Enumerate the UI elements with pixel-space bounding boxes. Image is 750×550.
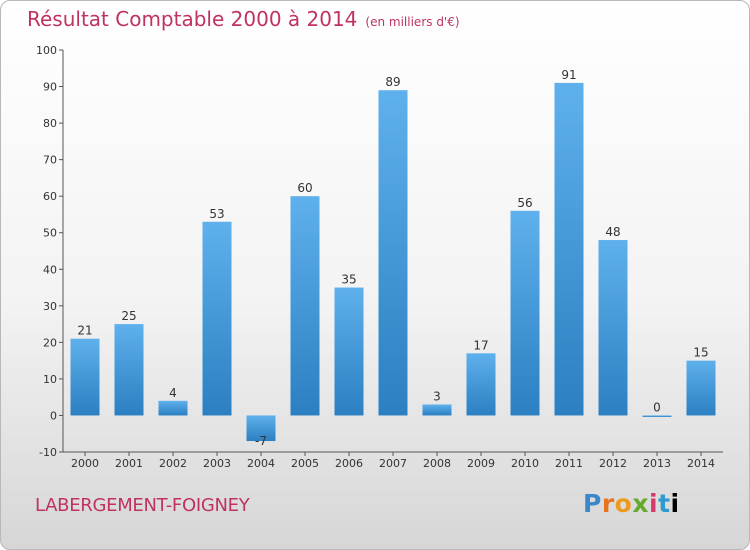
bar xyxy=(422,404,452,416)
y-tick-label: 50 xyxy=(43,227,57,240)
logo-letter: t xyxy=(658,489,671,518)
chart-title: Résultat Comptable 2000 à 2014 (en millie… xyxy=(27,7,460,31)
x-tick-label: 2013 xyxy=(643,457,671,470)
x-tick-label: 2011 xyxy=(555,457,583,470)
chart-unit-label: (en milliers d'€) xyxy=(365,15,460,29)
data-label: 60 xyxy=(297,181,312,195)
bar xyxy=(202,221,232,416)
y-tick-label: 40 xyxy=(43,263,57,276)
data-label: -7 xyxy=(255,434,267,448)
logo-letter: x xyxy=(632,489,649,518)
y-tick-label: 0 xyxy=(50,409,57,422)
bar xyxy=(554,82,584,416)
data-label: 56 xyxy=(517,196,532,210)
x-tick-label: 2007 xyxy=(379,457,407,470)
y-tick-label: 100 xyxy=(36,44,57,57)
data-label: 48 xyxy=(605,225,620,239)
x-tick-label: 2001 xyxy=(115,457,143,470)
bars xyxy=(70,82,716,442)
bar xyxy=(510,210,540,416)
bar xyxy=(114,324,144,416)
data-label: 35 xyxy=(341,273,356,287)
x-tick-label: 2003 xyxy=(203,457,231,470)
bar xyxy=(158,400,188,416)
data-label: 53 xyxy=(209,207,224,221)
proxiti-logo: Proxiti xyxy=(583,489,680,518)
x-axis: 2000 2001 2002 2003 2004 2005 2006 2007 2008 2009… xyxy=(63,451,723,470)
y-tick-label: 60 xyxy=(43,190,57,203)
y-tick-label: 80 xyxy=(43,117,57,130)
logo-letter: i xyxy=(670,489,680,518)
bar xyxy=(334,287,364,416)
data-label: 17 xyxy=(473,338,488,352)
y-tick-label: 20 xyxy=(43,336,57,349)
logo-letter: P xyxy=(583,489,602,518)
y-tick-label: 10 xyxy=(43,373,57,386)
data-label: 91 xyxy=(561,68,576,82)
x-tick-label: 2009 xyxy=(467,457,495,470)
x-tick-label: 2006 xyxy=(335,457,363,470)
bar xyxy=(246,415,276,442)
data-label: 4 xyxy=(169,386,177,400)
data-labels: 21 25 4 53 -7 60 35 89 3 17 56 91 48 0 15 xyxy=(77,68,708,448)
data-label: 0 xyxy=(653,400,661,414)
x-tick-label: 2014 xyxy=(687,457,715,470)
bar xyxy=(642,415,672,417)
data-label: 3 xyxy=(433,389,441,403)
data-label: 21 xyxy=(77,324,92,338)
town-name: LABERGEMENT-FOIGNEY xyxy=(35,495,250,516)
x-tick-label: 2004 xyxy=(247,457,275,470)
chart-title-text: Résultat Comptable 2000 à 2014 xyxy=(27,7,358,31)
bar xyxy=(466,353,496,416)
x-tick-label: 2002 xyxy=(159,457,187,470)
x-tick-label: 2010 xyxy=(511,457,539,470)
bar xyxy=(686,360,716,416)
data-label: 25 xyxy=(121,309,136,323)
logo-letter: r xyxy=(601,489,615,518)
data-label: 89 xyxy=(385,75,400,89)
logo-letter: o xyxy=(614,489,633,518)
y-axis: -10 0 10 20 30 40 50 60 70 80 90 100 xyxy=(36,44,64,459)
bar xyxy=(70,338,100,416)
y-tick-label: 70 xyxy=(43,154,57,167)
x-tick-label: 2008 xyxy=(423,457,451,470)
y-tick-label: 90 xyxy=(43,81,57,94)
logo-letter: i xyxy=(649,489,659,518)
bar xyxy=(290,196,320,416)
data-label: 15 xyxy=(693,346,708,360)
y-tick-label: -10 xyxy=(39,446,57,459)
x-tick-label: 2000 xyxy=(71,457,99,470)
x-tick-label: 2005 xyxy=(291,457,319,470)
y-tick-label: 30 xyxy=(43,300,57,313)
x-tick-label: 2012 xyxy=(599,457,627,470)
bar xyxy=(378,90,408,416)
bar xyxy=(598,240,628,416)
